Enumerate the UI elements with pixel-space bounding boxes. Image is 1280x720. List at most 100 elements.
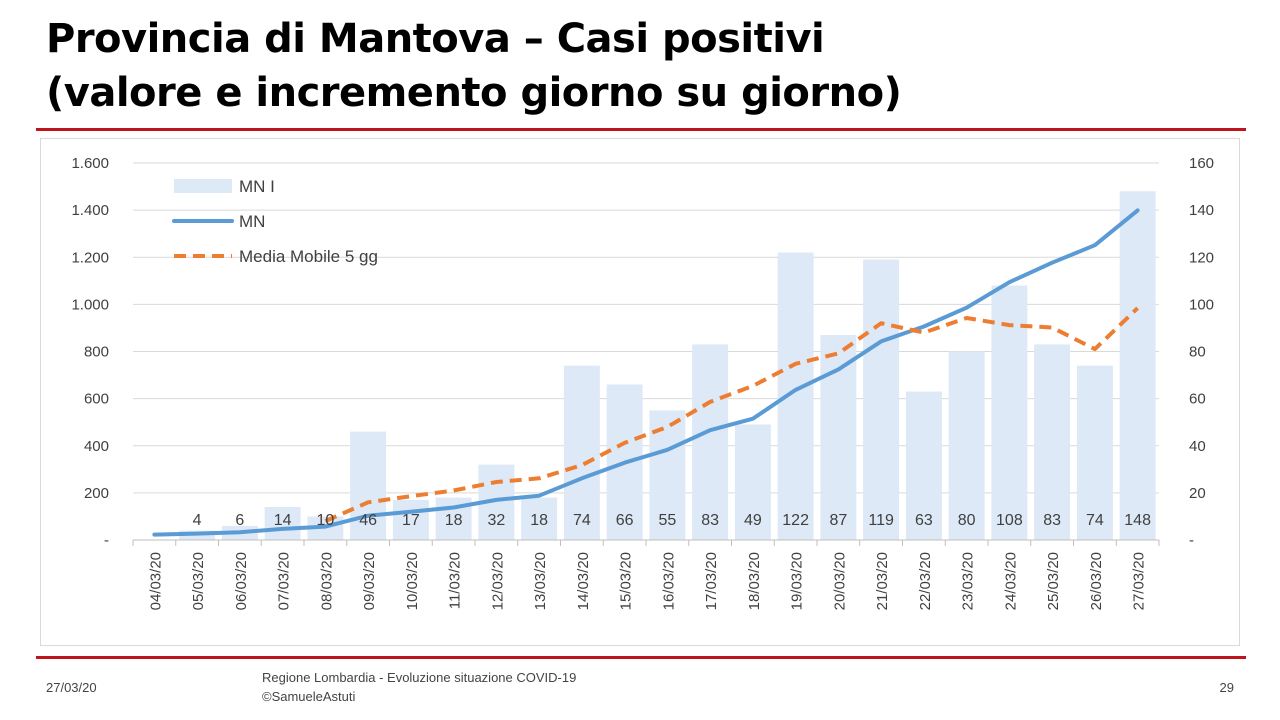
y-right-tick-label: - bbox=[1189, 532, 1194, 549]
footer-source-line-1: Regione Lombardia - Evoluzione situazion… bbox=[262, 670, 577, 685]
data-labels: 4 6 14 10 46 17 18 32 18 74 66 55 83 49 122 87 119 63 80 10… bbox=[193, 512, 1151, 529]
bar bbox=[350, 431, 387, 540]
footer-divider bbox=[36, 656, 1246, 659]
x-tick-label: 11/03/20 bbox=[447, 552, 464, 609]
bar-data-label: 83 bbox=[701, 512, 719, 529]
gridlines bbox=[133, 162, 1159, 494]
lines bbox=[152, 208, 1140, 537]
y-right-tick-label: 60 bbox=[1189, 391, 1206, 408]
bar bbox=[1034, 344, 1071, 540]
line-mn bbox=[152, 208, 1140, 537]
y-right-tick-label: 160 bbox=[1189, 155, 1214, 172]
title-line-1: Provincia di Mantova – Casi positivi bbox=[46, 16, 825, 62]
x-tick-label: 07/03/20 bbox=[276, 552, 293, 610]
legend-label: MN I bbox=[239, 177, 275, 196]
x-tick-label: 19/03/20 bbox=[789, 552, 806, 610]
bars-mn-i bbox=[179, 191, 1156, 540]
x-tick-label: 26/03/20 bbox=[1088, 552, 1105, 610]
bar-data-label: 122 bbox=[782, 512, 809, 529]
bar-data-label: 18 bbox=[445, 512, 463, 529]
bar-data-label: 6 bbox=[235, 512, 244, 529]
y-right-tick-label: 120 bbox=[1189, 249, 1214, 266]
x-tick-label: 22/03/20 bbox=[917, 552, 934, 610]
bar bbox=[264, 507, 301, 540]
y-right-tick-label: 140 bbox=[1189, 202, 1214, 219]
bar-data-label: 4 bbox=[193, 512, 202, 529]
x-tick-label: 25/03/20 bbox=[1045, 552, 1062, 610]
bar-data-label: 49 bbox=[744, 512, 762, 529]
y-right-tick-label: 20 bbox=[1189, 485, 1206, 502]
bar-data-label: 18 bbox=[530, 512, 548, 529]
legend: MN I MN Media Mobile 5 gg bbox=[172, 177, 378, 266]
bar bbox=[521, 497, 558, 540]
legend-label: Media Mobile 5 gg bbox=[239, 247, 378, 266]
bar-data-label: 55 bbox=[658, 512, 676, 529]
y-left-tick-label: 400 bbox=[84, 438, 109, 455]
x-tick-label: 08/03/20 bbox=[318, 552, 335, 610]
bar bbox=[820, 335, 857, 540]
bar-data-label: 74 bbox=[573, 512, 591, 529]
bar bbox=[948, 351, 985, 540]
chart-frame: -200 400 600 800 1.000 1.200 1.400 1.600-20 40 60… bbox=[40, 138, 1240, 646]
y-left-tick-label: 1.000 bbox=[71, 296, 109, 313]
x-tick-label: 12/03/20 bbox=[489, 552, 506, 610]
bar bbox=[905, 391, 942, 540]
x-tick-label: 15/03/20 bbox=[618, 552, 635, 610]
bar-data-label: 74 bbox=[1086, 512, 1104, 529]
bar bbox=[991, 285, 1028, 540]
bar bbox=[1119, 191, 1156, 540]
bar bbox=[863, 259, 900, 540]
x-tick-label: 23/03/20 bbox=[960, 552, 977, 610]
bar-data-label: 63 bbox=[915, 512, 933, 529]
cases-chart: -2004006008001.0001.2001.4001.600-204060… bbox=[71, 155, 1214, 610]
x-tick-label: 09/03/20 bbox=[361, 552, 378, 610]
y-left-tick-label: 1.400 bbox=[71, 202, 109, 219]
footer-source: Regione Lombardia - Evoluzione situazion… bbox=[262, 668, 576, 706]
x-tick-label: 14/03/20 bbox=[575, 552, 592, 610]
bar-data-label: 108 bbox=[996, 512, 1023, 529]
bar bbox=[692, 344, 729, 540]
x-tick-label: 16/03/20 bbox=[660, 552, 677, 610]
bar bbox=[392, 499, 429, 540]
bar-data-label: 32 bbox=[487, 512, 505, 529]
title-line-2: (valore e incremento giorno su giorno) bbox=[46, 70, 902, 116]
y-left-tick-label: 1.600 bbox=[71, 155, 109, 172]
bar-data-label: 87 bbox=[829, 512, 847, 529]
x-tick-label: 20/03/20 bbox=[831, 552, 848, 610]
y-right-tick-label: 80 bbox=[1189, 344, 1206, 361]
bar bbox=[563, 365, 600, 540]
bar-data-label: 66 bbox=[616, 512, 634, 529]
line-media-mobile-5gg bbox=[324, 306, 1139, 523]
y-right-tick-label: 100 bbox=[1189, 296, 1214, 313]
y-left-tick-label: 800 bbox=[84, 344, 109, 361]
x-tick-label: 13/03/20 bbox=[532, 552, 549, 610]
legend-swatch-bar bbox=[174, 179, 232, 193]
x-tick-label: 04/03/20 bbox=[147, 552, 164, 610]
bar-data-label: 119 bbox=[868, 512, 894, 529]
page-number: 29 bbox=[1219, 680, 1234, 695]
x-tick-label: 24/03/20 bbox=[1002, 552, 1019, 610]
x-tick-label: 05/03/20 bbox=[190, 552, 207, 610]
bar-data-label: 83 bbox=[1043, 512, 1061, 529]
y-left-tick-label: 200 bbox=[84, 485, 109, 502]
x-tick-label: 21/03/20 bbox=[874, 552, 891, 610]
x-tick-label: 06/03/20 bbox=[233, 552, 250, 610]
legend-label: MN bbox=[239, 212, 265, 231]
y-right-tick-label: 40 bbox=[1189, 438, 1206, 455]
bar-data-label: 80 bbox=[958, 512, 976, 529]
x-tick-label: 27/03/20 bbox=[1131, 552, 1148, 610]
title-divider bbox=[36, 128, 1246, 131]
x-tick-label: 18/03/20 bbox=[746, 552, 763, 610]
bar bbox=[734, 424, 771, 540]
y-left-tick-label: 1.200 bbox=[71, 249, 109, 266]
footer-date: 27/03/20 bbox=[46, 680, 97, 695]
footer-source-line-2: ©SamueleAstuti bbox=[262, 689, 356, 704]
x-tick-label: 17/03/20 bbox=[703, 552, 720, 610]
bar-data-label: 17 bbox=[402, 512, 420, 529]
slide-title: Provincia di Mantova – Casi positivi (va… bbox=[46, 12, 902, 120]
bar-data-label: 14 bbox=[274, 512, 292, 529]
bar-data-label: 10 bbox=[316, 512, 334, 529]
y-left-tick-label: 600 bbox=[84, 391, 109, 408]
y-left-tick-label: - bbox=[104, 532, 109, 549]
axes: -2004006008001.0001.2001.4001.600-204060… bbox=[71, 155, 1214, 610]
